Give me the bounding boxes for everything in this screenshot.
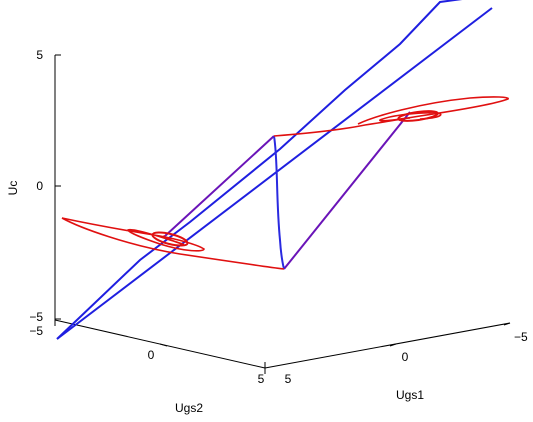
y-axis-label: Ugs2 <box>175 401 203 415</box>
left-spiral-return <box>61 217 285 270</box>
straight-line-series <box>56 7 493 340</box>
y-tick-label: 0 <box>148 348 155 362</box>
z-tick-label: −5 <box>29 310 43 324</box>
transition-segment <box>283 111 411 270</box>
x-tick-mark <box>503 322 511 326</box>
z-tick-label: 5 <box>36 48 43 62</box>
tick-labels: 5 0 −5 −5 0 5 5 0 −5 <box>29 48 528 386</box>
data-marks <box>56 0 509 340</box>
vertical-transition-segment <box>273 135 285 270</box>
right-spiral-core <box>397 110 439 122</box>
x-tick-label: 5 <box>285 372 292 386</box>
y-tick-label: 5 <box>258 372 265 386</box>
x-axis-label: Ugs1 <box>396 388 424 402</box>
z-tick-label: 0 <box>36 179 43 193</box>
x-tick-label: 0 <box>402 350 409 364</box>
x-tick-label: −5 <box>514 330 528 344</box>
left-spiral-core <box>151 231 189 247</box>
straight-line-series <box>56 0 463 340</box>
x-tick-mark <box>389 343 397 347</box>
y-tick-mark <box>159 343 168 347</box>
left-spiral-lobe <box>61 217 205 252</box>
x-axis-line <box>264 322 511 369</box>
y-tick-label: −5 <box>29 324 43 338</box>
axes <box>54 54 511 374</box>
transition-segment <box>164 135 275 237</box>
z-axis-label: Uc <box>6 181 20 196</box>
